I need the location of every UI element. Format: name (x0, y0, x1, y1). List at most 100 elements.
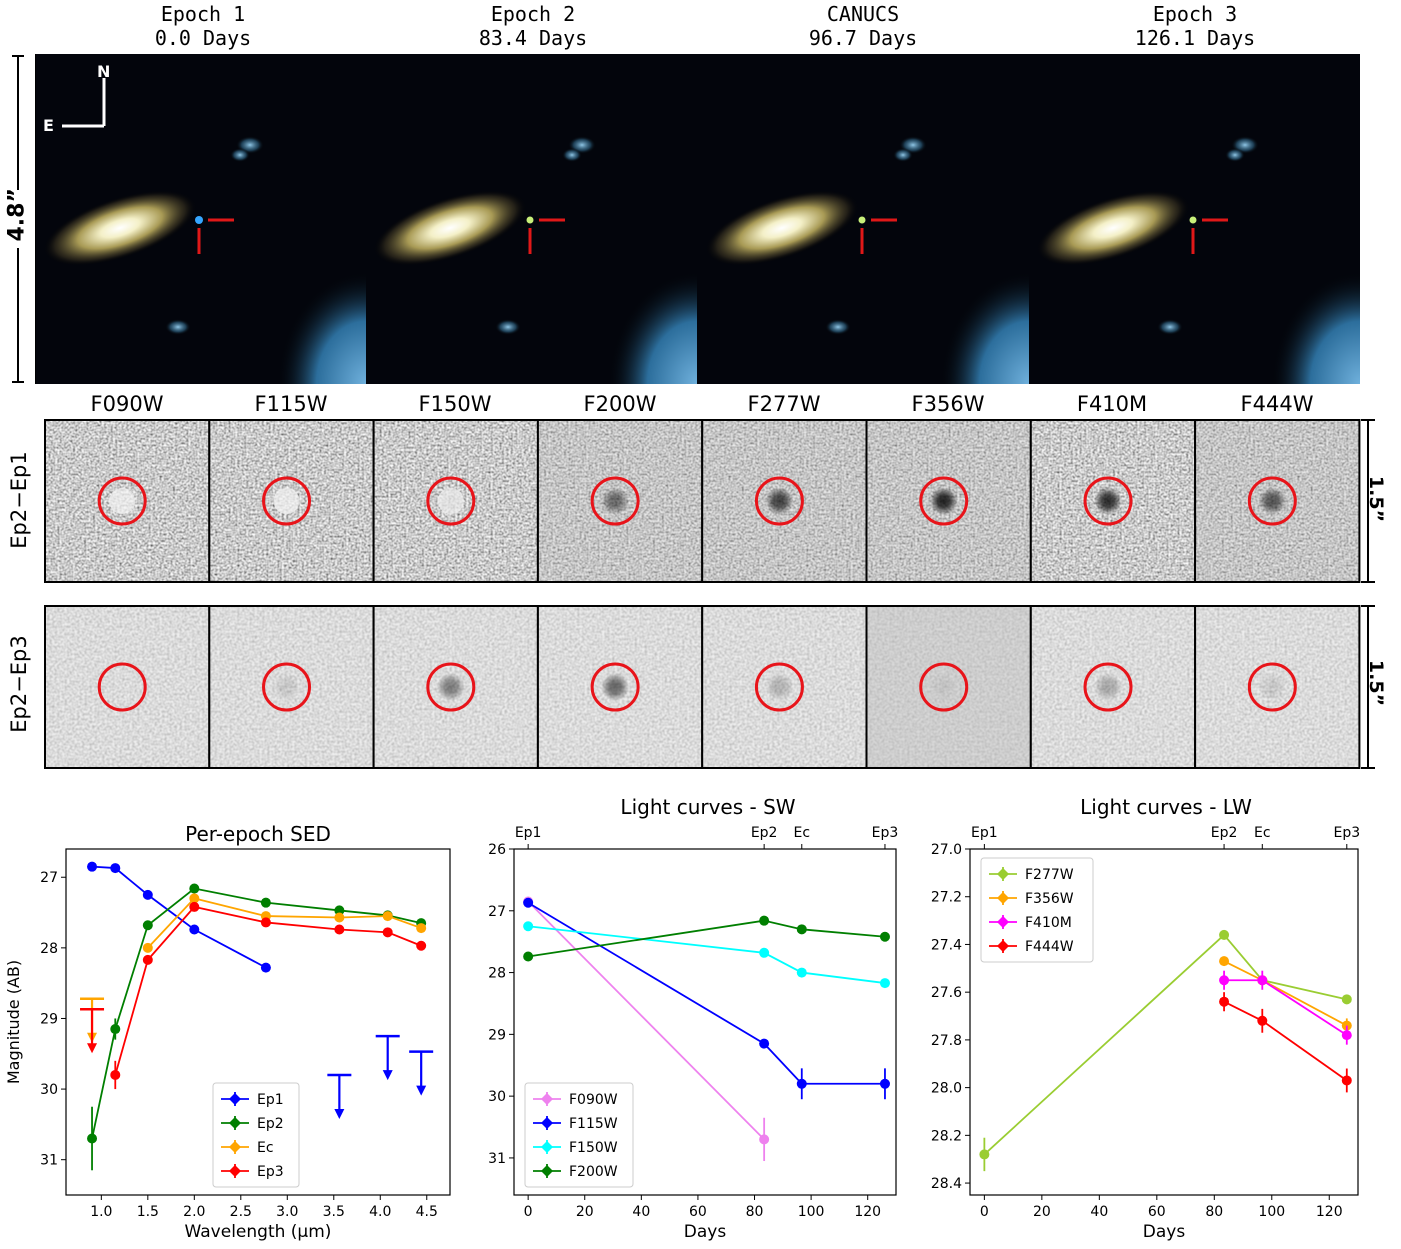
legend-marker (541, 1093, 553, 1105)
diff-cell-1-f200w (536, 419, 704, 583)
series-line (983, 933, 1347, 1156)
source-circle-marker (426, 662, 476, 712)
diff-cell-1-f410m (1029, 419, 1197, 583)
y-tick-label: 29 (488, 1027, 506, 1043)
legend-box (212, 1082, 300, 1188)
legend-marker (229, 1117, 241, 1129)
series-f410m (1219, 970, 1352, 1045)
data-point (416, 940, 427, 951)
source-circle-marker (919, 476, 969, 526)
legend-label: F200W (569, 1164, 618, 1180)
x-tick-label: 1.5 (137, 1204, 159, 1220)
data-point (142, 920, 153, 931)
residual-source (765, 487, 794, 515)
x-tick-label: 80 (1205, 1204, 1223, 1220)
y-tick-label: 29 (40, 1011, 58, 1027)
source-circle-marker (754, 476, 804, 526)
data-point (759, 1134, 770, 1145)
x-tick-label: 40 (1090, 1204, 1108, 1220)
diff-cell-2-f150w (372, 605, 539, 769)
x-tick-label: 60 (689, 1204, 707, 1220)
diff-cell-2-f356w (865, 605, 1032, 769)
source-circle-marker (590, 476, 640, 526)
legend: F090W F115W F150W F200W (524, 1082, 634, 1188)
data-point (189, 901, 200, 912)
data-point (334, 924, 345, 935)
x-tick-label: 3.5 (323, 1204, 345, 1220)
source-circle-marker (1247, 476, 1297, 526)
data-point (759, 1038, 770, 1049)
residual-source (109, 488, 136, 514)
legend-label: F115W (569, 1116, 618, 1132)
upper-limit-arrow (87, 1043, 98, 1054)
x-tick-label: 1.0 (90, 1204, 112, 1220)
rgb-panel-epoch-3 (1029, 54, 1360, 384)
y-axis-label: Magnitude (AB) (4, 960, 23, 1084)
residual-source (765, 673, 794, 701)
filter-header-f277w: F277W (747, 392, 821, 416)
data-point (759, 915, 770, 926)
top-tick-label: Ep3 (872, 825, 899, 841)
top-tick-label: Ep1 (971, 825, 998, 841)
rgb-panel-epoch-2 (366, 54, 697, 384)
residual-source (273, 488, 300, 514)
compass-north-label: N (97, 62, 111, 81)
residual-source (1094, 487, 1123, 515)
data-point (189, 883, 200, 894)
residual-source (1258, 673, 1287, 701)
rgb-panel-epoch-1 (36, 54, 366, 384)
compass-icon (62, 78, 106, 128)
top-tick-label: Ep2 (751, 825, 778, 841)
source-circle-marker (262, 476, 312, 526)
series-ec (142, 893, 427, 953)
legend-label: F150W (569, 1140, 618, 1156)
data-point (879, 931, 890, 942)
diff-cell-2-f090w (44, 605, 211, 769)
data-point (87, 1133, 98, 1144)
source-circle-marker (262, 662, 312, 712)
difference-image-grid (44, 419, 1375, 769)
filter-header-f150w: F150W (418, 392, 492, 416)
epoch-canucs-header: CANUCS 96.7 Days (738, 2, 988, 50)
y-tick-label: 28.4 (931, 1176, 962, 1192)
diff-cell-1-f115w (208, 419, 375, 583)
y-tick-label: 28 (488, 966, 506, 982)
top-tick-label: Ec (1254, 825, 1271, 841)
data-point (334, 905, 345, 916)
legend-marker (997, 940, 1009, 952)
upper-limit-arrow (334, 1108, 345, 1119)
series-line (527, 900, 765, 1141)
data-point (1219, 975, 1230, 986)
legend-label: F410M (1025, 915, 1072, 931)
legend-box (980, 857, 1094, 963)
series-f115w (523, 897, 890, 1100)
epoch-canucs-name: CANUCS (826, 2, 900, 26)
residual-source (601, 673, 630, 701)
data-point (1219, 996, 1230, 1007)
diff-cell-2-f200w (536, 605, 704, 769)
chart-light-curves-lw: 0 20 40 60 80 100 120 27.0 27.2 27.4 27.6 27.8 28.0 2… (931, 825, 1360, 1242)
source-circle-marker (97, 476, 147, 526)
x-tick-label: 60 (1148, 1204, 1166, 1220)
data-point (110, 1069, 121, 1080)
legend-marker (541, 1165, 553, 1177)
x-tick-label: 120 (1316, 1204, 1343, 1220)
series-line (528, 919, 886, 958)
x-tick-label: 100 (798, 1204, 825, 1220)
legend-marker (541, 1117, 553, 1129)
legend: F277W F356W F410M F444W (980, 857, 1094, 963)
legend-label: F356W (1025, 891, 1074, 907)
epoch-1-days: 0.0 Days (154, 26, 252, 50)
x-axis-label: Days (684, 1222, 727, 1242)
epoch-canucs-days: 96.7 Days (808, 26, 918, 50)
series-f444w (1219, 992, 1352, 1093)
x-tick-label: 4.5 (416, 1204, 438, 1220)
top-tick-label: Ec (793, 825, 810, 841)
residual-source (272, 673, 301, 701)
epoch-3-days: 126.1 Days (1134, 26, 1256, 50)
x-tick-label: 40 (632, 1204, 650, 1220)
legend-label: Ec (257, 1140, 274, 1156)
data-point (110, 1024, 121, 1035)
x-tick-label: 80 (746, 1204, 764, 1220)
data-point (796, 967, 807, 978)
